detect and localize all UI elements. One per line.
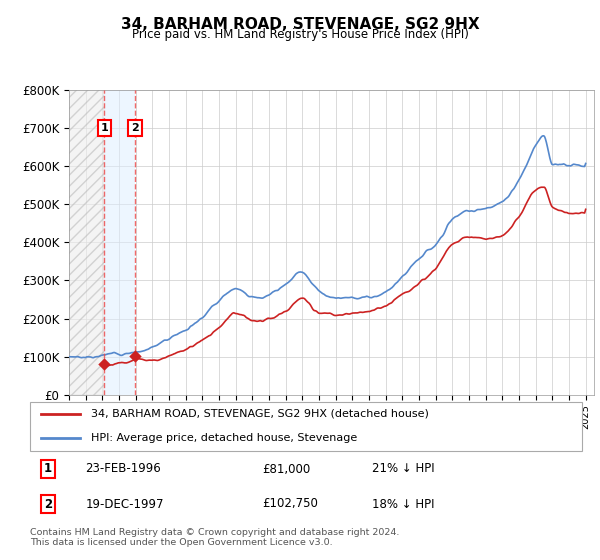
Text: 23-FEB-1996: 23-FEB-1996: [85, 463, 161, 475]
Text: 1: 1: [44, 463, 52, 475]
Text: 19-DEC-1997: 19-DEC-1997: [85, 497, 164, 511]
Text: 34, BARHAM ROAD, STEVENAGE, SG2 9HX: 34, BARHAM ROAD, STEVENAGE, SG2 9HX: [121, 17, 479, 32]
Bar: [69, 90, 104, 395]
Text: £81,000: £81,000: [262, 463, 310, 475]
Text: Contains HM Land Registry data © Crown copyright and database right 2024.
This d: Contains HM Land Registry data © Crown c…: [30, 528, 400, 547]
Text: 2: 2: [44, 497, 52, 511]
Text: Price paid vs. HM Land Registry's House Price Index (HPI): Price paid vs. HM Land Registry's House …: [131, 28, 469, 41]
Text: £102,750: £102,750: [262, 497, 318, 511]
Bar: [104, 90, 135, 395]
Point: [100, 360, 109, 368]
Text: HPI: Average price, detached house, Stevenage: HPI: Average price, detached house, Stev…: [91, 433, 357, 444]
Text: 18% ↓ HPI: 18% ↓ HPI: [372, 497, 435, 511]
Text: 21% ↓ HPI: 21% ↓ HPI: [372, 463, 435, 475]
FancyBboxPatch shape: [30, 402, 582, 451]
Text: 2: 2: [131, 123, 139, 133]
Text: 34, BARHAM ROAD, STEVENAGE, SG2 9HX (detached house): 34, BARHAM ROAD, STEVENAGE, SG2 9HX (det…: [91, 409, 428, 419]
Text: 1: 1: [100, 123, 108, 133]
Point: [130, 351, 140, 360]
